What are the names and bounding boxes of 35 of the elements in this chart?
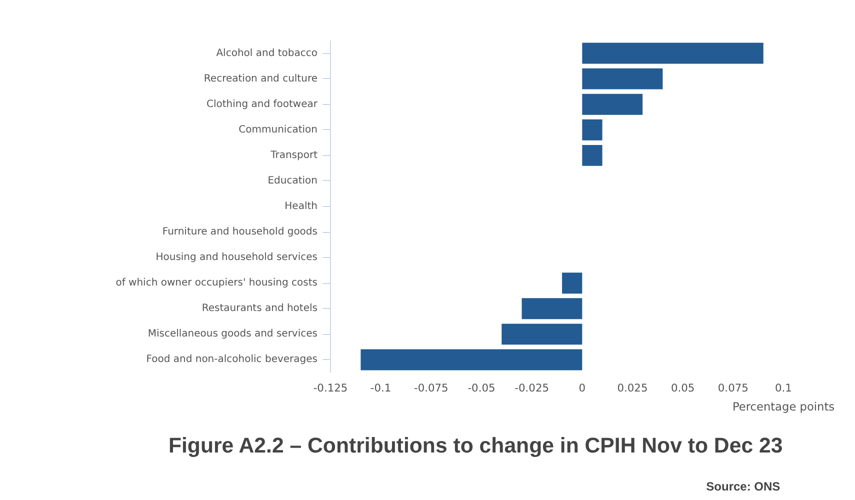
y-tick-label: Furniture and household goods [162, 226, 318, 238]
x-tick-label: -0.025 [514, 382, 550, 394]
x-tick-label: -0.075 [414, 382, 448, 394]
bar [562, 272, 582, 294]
y-tick-label: Food and non-alcoholic beverages [146, 354, 318, 366]
y-tick-label: Communication [238, 124, 318, 136]
bar [582, 119, 602, 140]
x-tick-label: 0.05 [670, 382, 695, 394]
y-tick-label: Alcohol and tobacco [216, 48, 318, 59]
x-tick-label: 0.1 [775, 382, 792, 394]
y-tick-label: Recreation and culture [204, 73, 318, 84]
y-tick-label: Health [284, 201, 318, 212]
x-tick-label: -0.05 [468, 382, 496, 394]
bar [522, 298, 582, 320]
y-tick-label: Housing and household services [156, 252, 318, 264]
bar [360, 349, 582, 370]
bar [502, 324, 582, 345]
x-tick-label: 0 [578, 382, 586, 394]
bar [582, 42, 764, 64]
bar [582, 94, 643, 115]
y-tick-label: Miscellaneous goods and services [148, 328, 318, 340]
y-tick-label: Restaurants and hotels [202, 303, 318, 314]
x-tick-label: -0.125 [313, 382, 348, 394]
y-tick-label: of which owner occupiers' housing costs [116, 278, 318, 289]
bar [582, 68, 663, 90]
bar [582, 144, 602, 166]
y-tick-label: Transport [270, 150, 318, 161]
x-tick-label: 0.025 [617, 382, 648, 394]
y-tick-label: Clothing and footwear [206, 98, 318, 110]
y-tick-label: Education [268, 175, 318, 186]
x-axis-title: Percentage points [732, 400, 835, 414]
text: Figure A2.2 – Contributions to change in CPIH Nov to Dec 23 [168, 434, 783, 458]
x-tick-label: 0.075 [718, 382, 748, 394]
source-note: Source: ONS [706, 480, 780, 494]
x-tick-label: -0.1 [370, 382, 392, 394]
